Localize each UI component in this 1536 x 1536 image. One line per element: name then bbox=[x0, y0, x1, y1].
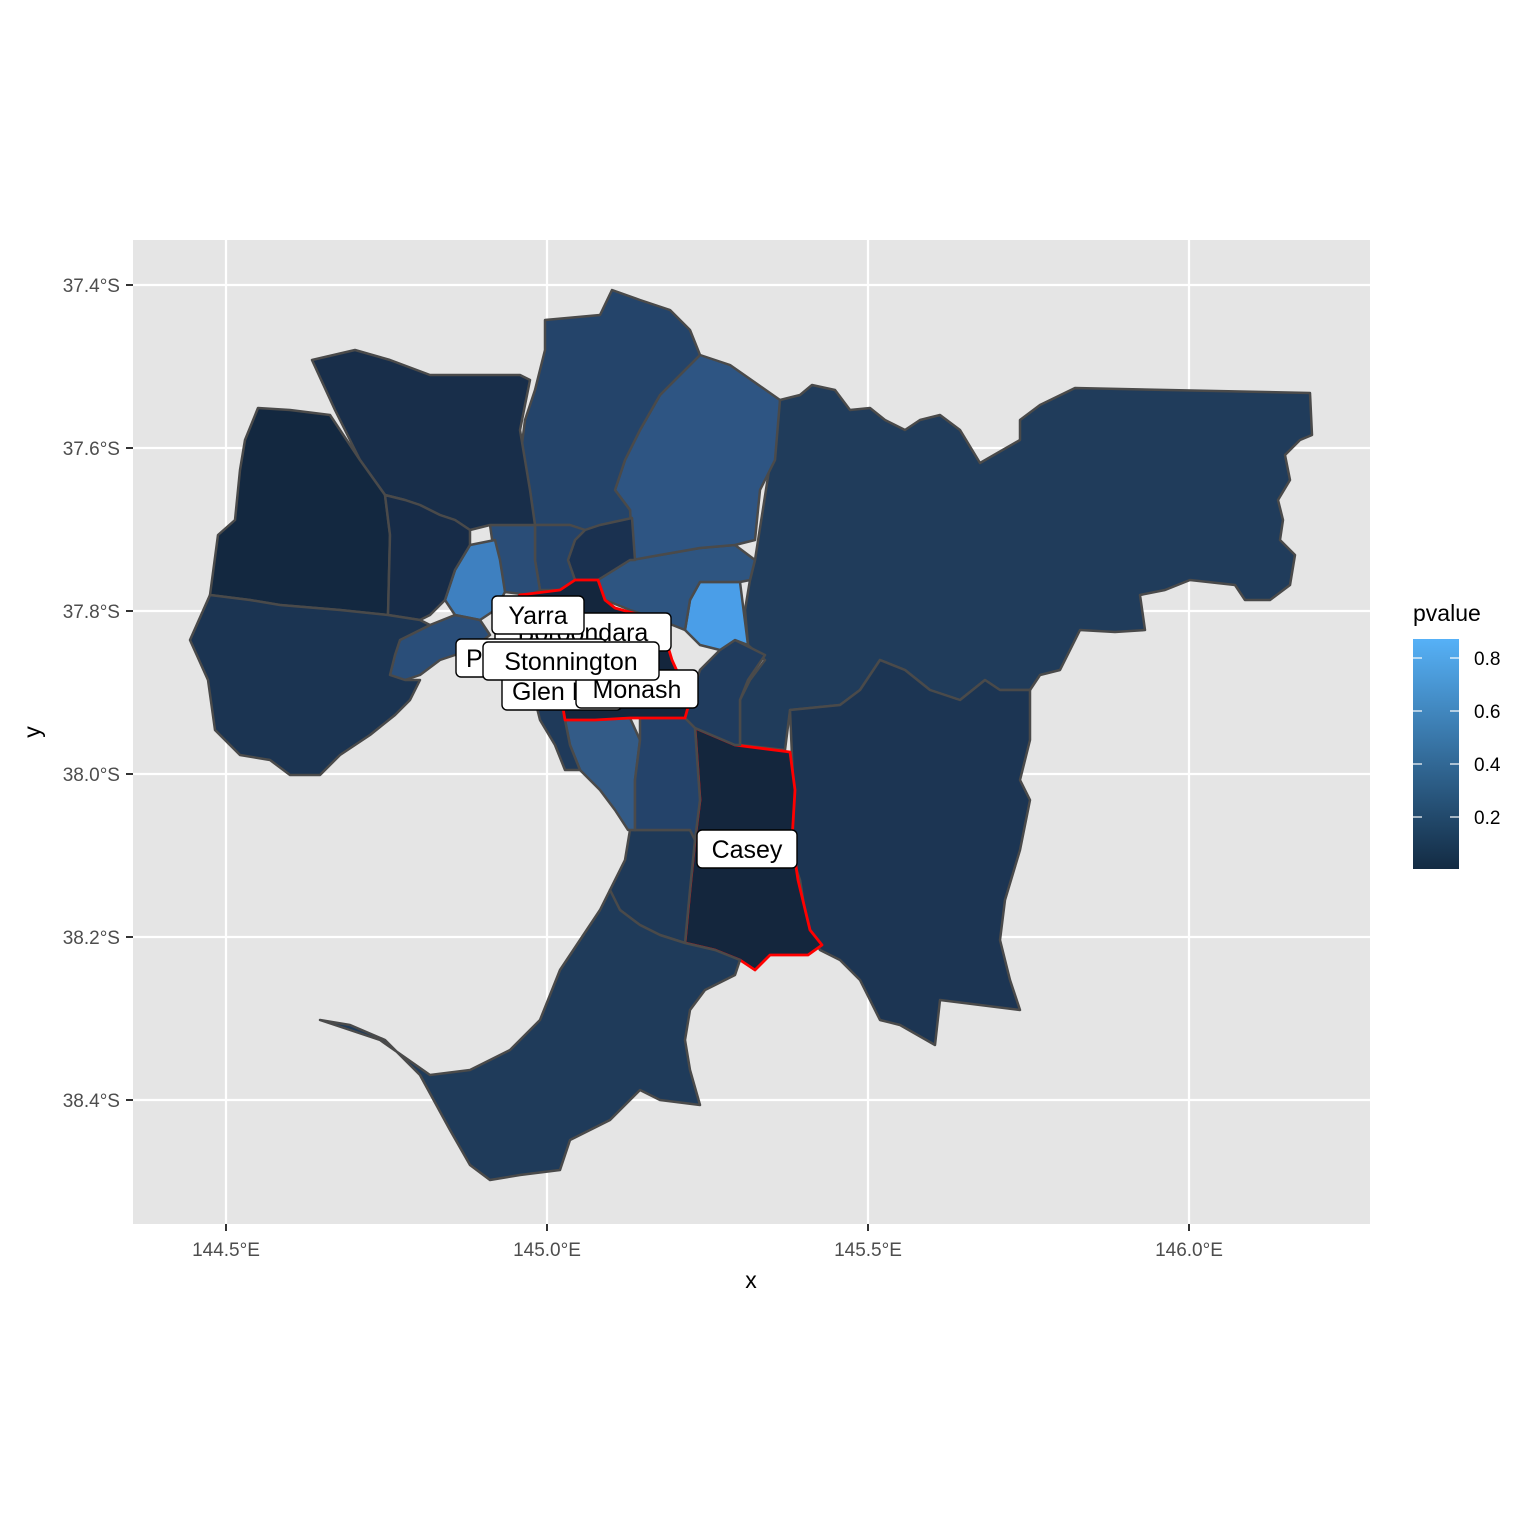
x-tick-label: 144.5°E bbox=[192, 1240, 260, 1261]
y-axis-title: y bbox=[19, 726, 45, 738]
region-mornington bbox=[318, 888, 742, 1182]
y-axis: 37.4°S 37.6°S 37.8°S 38.0°S 38.2°S 38.4°… bbox=[63, 276, 133, 1112]
label-stonnington: Stonnington bbox=[482, 641, 660, 681]
legend: pvalue 0.2 0.4 0.6 0.8 bbox=[1413, 600, 1501, 869]
x-axis: 144.5°E 145.0°E 145.5°E 146.0°E bbox=[192, 1224, 1223, 1261]
legend-break-label: 0.6 bbox=[1474, 702, 1500, 723]
x-tick-label: 145.0°E bbox=[513, 1240, 581, 1261]
region-labels: Boroondara Port Phillip Glen Eira Monash… bbox=[455, 595, 798, 869]
y-tick-label: 38.4°S bbox=[63, 1091, 120, 1112]
svg-text:Stonnington: Stonnington bbox=[504, 648, 637, 676]
svg-text:Casey: Casey bbox=[712, 836, 783, 864]
region-dandenong bbox=[633, 716, 702, 842]
x-tick-label: 145.5°E bbox=[834, 1240, 902, 1261]
x-axis-title: x bbox=[745, 1267, 757, 1293]
x-tick-label: 146.0°E bbox=[1155, 1240, 1223, 1261]
y-tick-label: 38.2°S bbox=[63, 928, 120, 949]
y-tick-label: 37.6°S bbox=[63, 439, 120, 460]
region-cardinia bbox=[788, 658, 1032, 1047]
label-yarra: Yarra bbox=[491, 595, 585, 635]
region-wyndham bbox=[188, 593, 432, 777]
legend-colorbar bbox=[1413, 639, 1459, 869]
map-regions bbox=[188, 288, 1314, 1182]
y-tick-label: 37.4°S bbox=[63, 276, 120, 297]
svg-text:Yarra: Yarra bbox=[508, 602, 567, 630]
legend-title: pvalue bbox=[1413, 600, 1481, 626]
label-casey: Casey bbox=[696, 829, 798, 869]
y-tick-label: 37.8°S bbox=[63, 602, 120, 623]
legend-break-label: 0.2 bbox=[1474, 808, 1500, 829]
legend-break-label: 0.8 bbox=[1474, 649, 1500, 670]
region-knox bbox=[683, 638, 767, 747]
legend-break-label: 0.4 bbox=[1474, 755, 1501, 776]
y-tick-label: 38.0°S bbox=[63, 765, 120, 786]
region-yarra-ranges bbox=[738, 383, 1314, 752]
